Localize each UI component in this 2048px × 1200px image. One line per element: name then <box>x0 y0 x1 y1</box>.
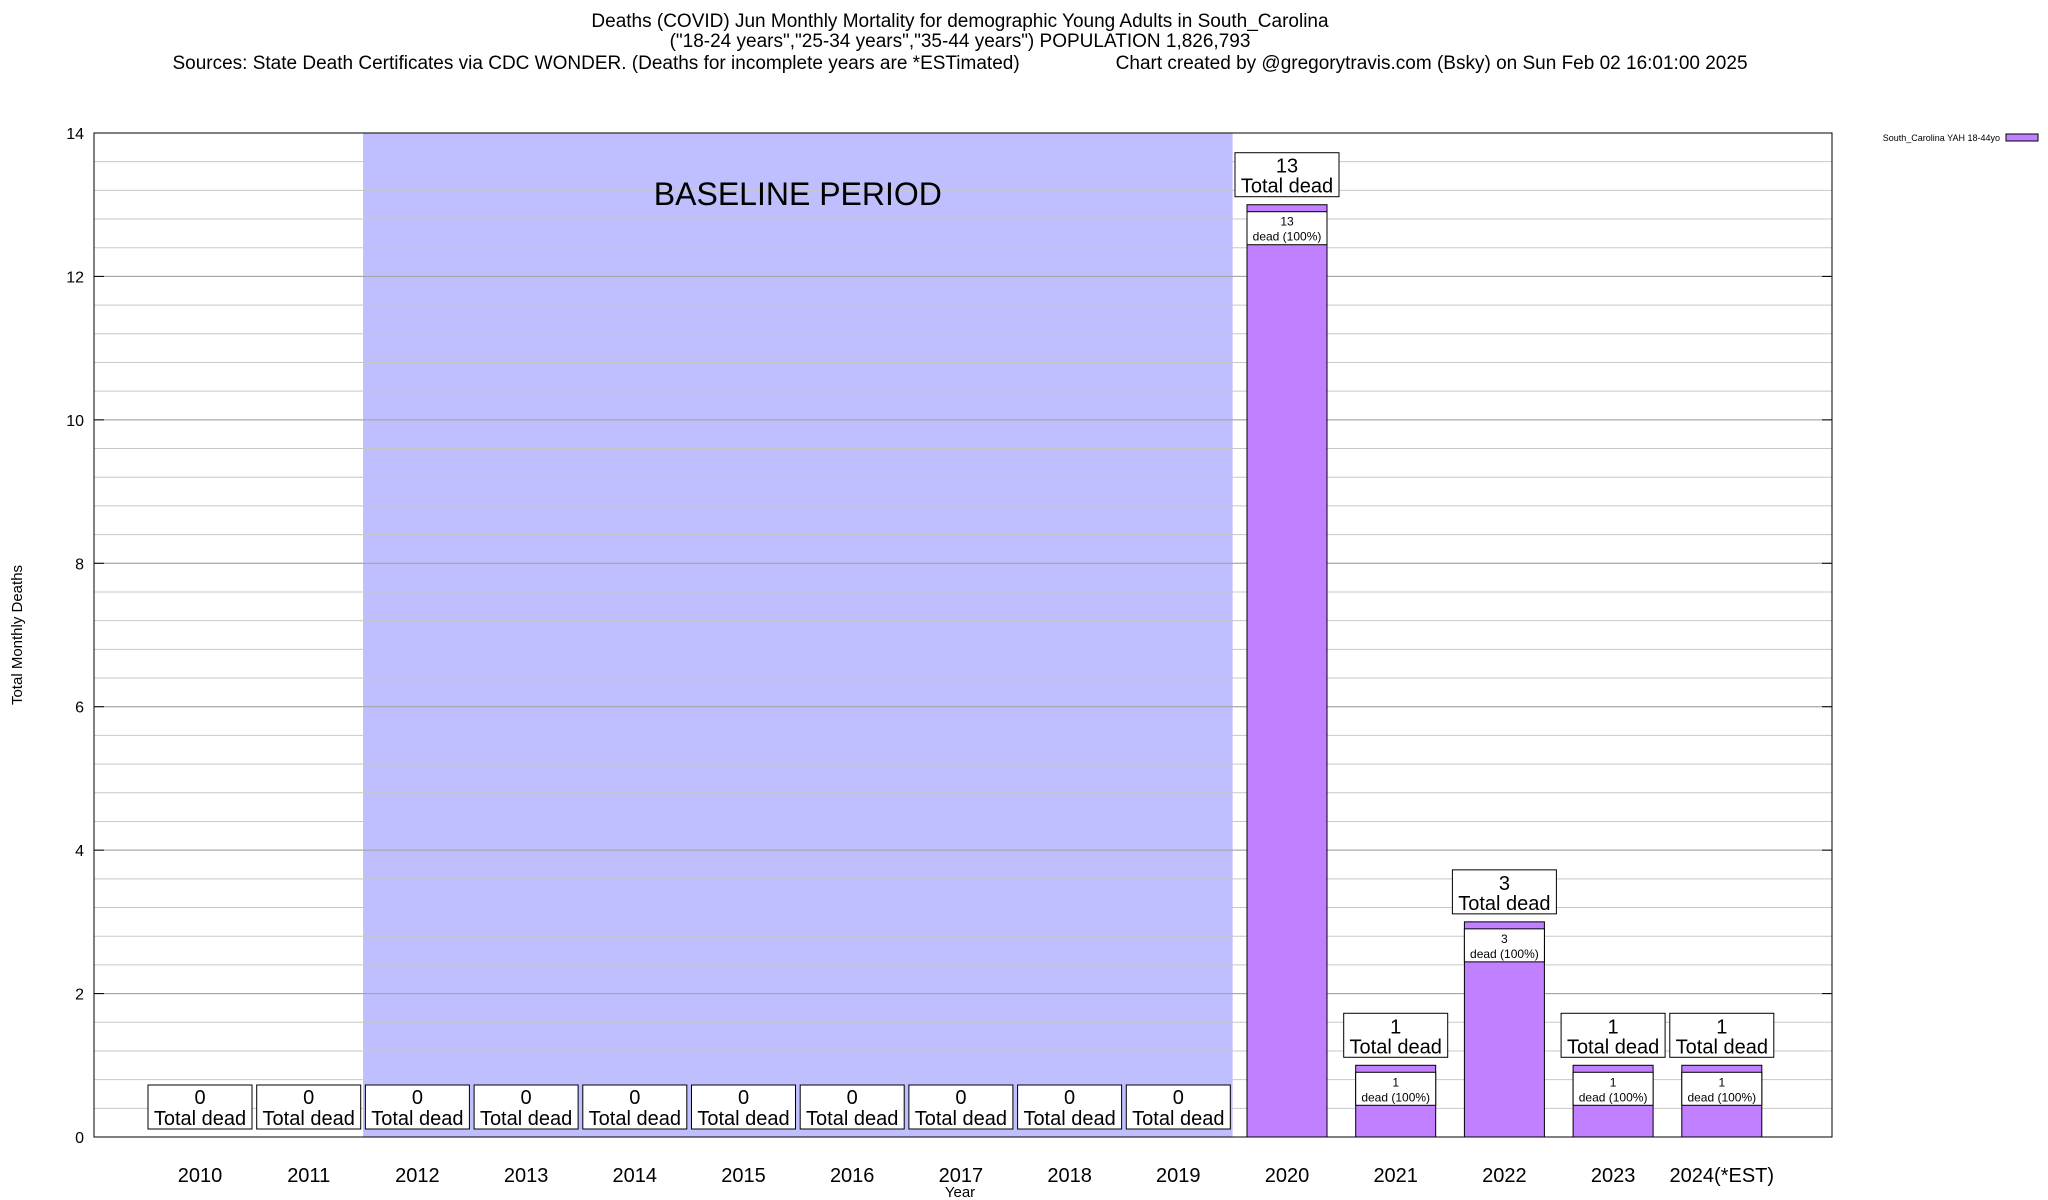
total-value-label: 1 <box>1608 1016 1619 1038</box>
total-value-label: 1 <box>1390 1016 1401 1038</box>
y-tick-label: 6 <box>75 700 84 717</box>
total-value-label: 0 <box>521 1087 532 1109</box>
chart-sources: Sources: State Death Certificates via CD… <box>172 53 1020 74</box>
x-tick-label: 2011 <box>287 1165 330 1187</box>
total-dead-label: Total dead <box>1676 1036 1768 1058</box>
y-tick-label: 8 <box>75 556 84 573</box>
bar-label-box <box>1572 1071 1654 1106</box>
chart-title: Deaths (COVID) Jun Monthly Mortality for… <box>591 11 1329 32</box>
baseline-shading <box>363 133 1233 1137</box>
total-label-box <box>1669 1012 1775 1058</box>
x-tick-label: 2024(*EST) <box>1670 1165 1775 1187</box>
total-dead-label: Total dead <box>1458 893 1550 915</box>
total-value-label: 0 <box>1064 1087 1075 1109</box>
total-label-box <box>1343 1012 1449 1058</box>
total-label-box <box>256 1084 362 1130</box>
total-dead-label: Total dead <box>1132 1108 1224 1130</box>
y-tick-label: 10 <box>66 413 84 430</box>
total-value-label: 3 <box>1499 873 1510 895</box>
total-value-label: 0 <box>738 1087 749 1109</box>
y-tick-label: 14 <box>66 126 84 143</box>
y-tick-label: 12 <box>66 269 84 286</box>
x-axis-label: Year <box>945 1184 975 1200</box>
bar-value-label: 1 <box>1718 1075 1725 1089</box>
bar-value-label: 3 <box>1501 932 1508 946</box>
x-tick-label: 2019 <box>1156 1165 1201 1187</box>
total-label-box <box>473 1084 579 1130</box>
total-label-box <box>691 1084 796 1130</box>
legend-label: South_Carolina YAH 18-44yo <box>1883 133 2000 143</box>
x-tick-label: 2020 <box>1265 1165 1310 1187</box>
bar-label-box <box>1681 1071 1763 1106</box>
bar-percent-label: dead (100%) <box>1687 1090 1756 1104</box>
bar-percent-label: dead (100%) <box>1470 947 1539 961</box>
bar-percent-label: dead (100%) <box>1253 230 1322 244</box>
total-label-box <box>1234 152 1340 198</box>
y-tick-label: 2 <box>75 987 84 1004</box>
bar-value-label: 1 <box>1392 1075 1399 1089</box>
x-tick-label: 2018 <box>1047 1165 1092 1187</box>
total-dead-label: Total dead <box>371 1108 463 1130</box>
total-dead-label: Total dead <box>480 1108 572 1130</box>
x-tick-label: 2021 <box>1373 1165 1418 1187</box>
x-tick-label: 2014 <box>613 1165 658 1187</box>
total-value-label: 0 <box>955 1087 966 1109</box>
total-value-label: 0 <box>412 1087 423 1109</box>
bar-label-box <box>1355 1071 1437 1106</box>
chart-credit: Chart created by @gregorytravis.com (Bsk… <box>1115 53 1748 74</box>
sources-line: Sources: State Death Certificates via CD… <box>0 54 1920 74</box>
x-tick-label: 2015 <box>721 1165 766 1187</box>
total-dead-label: Total dead <box>1241 176 1333 198</box>
total-label-box <box>1125 1084 1231 1130</box>
total-label-box <box>1017 1084 1123 1130</box>
total-dead-label: Total dead <box>1350 1036 1442 1058</box>
total-value-label: 1 <box>1716 1016 1727 1038</box>
total-dead-label: Total dead <box>915 1108 1007 1130</box>
total-dead-label: Total dead <box>1567 1036 1659 1058</box>
total-dead-label: Total dead <box>697 1108 789 1130</box>
chart-subtitle: ("18-24 years","25-34 years","35-44 year… <box>669 31 1251 52</box>
bar-label-box <box>1463 928 1545 963</box>
y-tick-label: 4 <box>75 843 84 860</box>
bar-percent-label: dead (100%) <box>1361 1090 1430 1104</box>
total-dead-label: Total dead <box>263 1108 355 1130</box>
total-value-label: 13 <box>1276 156 1298 178</box>
total-label-box <box>908 1084 1014 1130</box>
x-tick-label: 2022 <box>1482 1165 1527 1187</box>
total-label-box <box>1560 1012 1666 1058</box>
y-tick-label: 0 <box>75 1130 84 1147</box>
total-value-label: 0 <box>194 1087 205 1109</box>
bar-label-box <box>1246 211 1328 246</box>
bar-value-label: 1 <box>1610 1075 1617 1089</box>
chart-title-block: Deaths (COVID) Jun Monthly Mortality for… <box>0 12 1920 52</box>
x-tick-label: 2012 <box>395 1165 440 1187</box>
bar <box>1246 204 1328 1138</box>
total-value-label: 0 <box>1173 1087 1184 1109</box>
legend-swatch <box>2005 133 2039 142</box>
total-dead-label: Total dead <box>806 1108 898 1130</box>
x-tick-label: 2013 <box>504 1165 549 1187</box>
x-tick-label: 2017 <box>939 1165 984 1187</box>
total-dead-label: Total dead <box>589 1108 681 1130</box>
total-label-box <box>582 1084 688 1130</box>
total-label-box <box>147 1084 253 1130</box>
bar-percent-label: dead (100%) <box>1579 1090 1648 1104</box>
total-label-box <box>799 1084 905 1130</box>
total-label-box <box>364 1084 470 1130</box>
baseline-label: BASELINE PERIOD <box>654 176 942 212</box>
total-value-label: 0 <box>629 1087 640 1109</box>
total-value-label: 0 <box>303 1087 314 1109</box>
x-tick-label: 2010 <box>178 1165 223 1187</box>
x-tick-label: 2016 <box>830 1165 875 1187</box>
total-dead-label: Total dead <box>154 1108 246 1130</box>
x-tick-label: 2023 <box>1591 1165 1636 1187</box>
total-dead-label: Total dead <box>1023 1108 1115 1130</box>
bar-value-label: 13 <box>1280 215 1294 229</box>
total-label-box <box>1451 869 1557 915</box>
plot-frame <box>93 132 1833 1138</box>
y-axis-label: Total Monthly Deaths <box>9 565 26 705</box>
total-value-label: 0 <box>847 1087 858 1109</box>
